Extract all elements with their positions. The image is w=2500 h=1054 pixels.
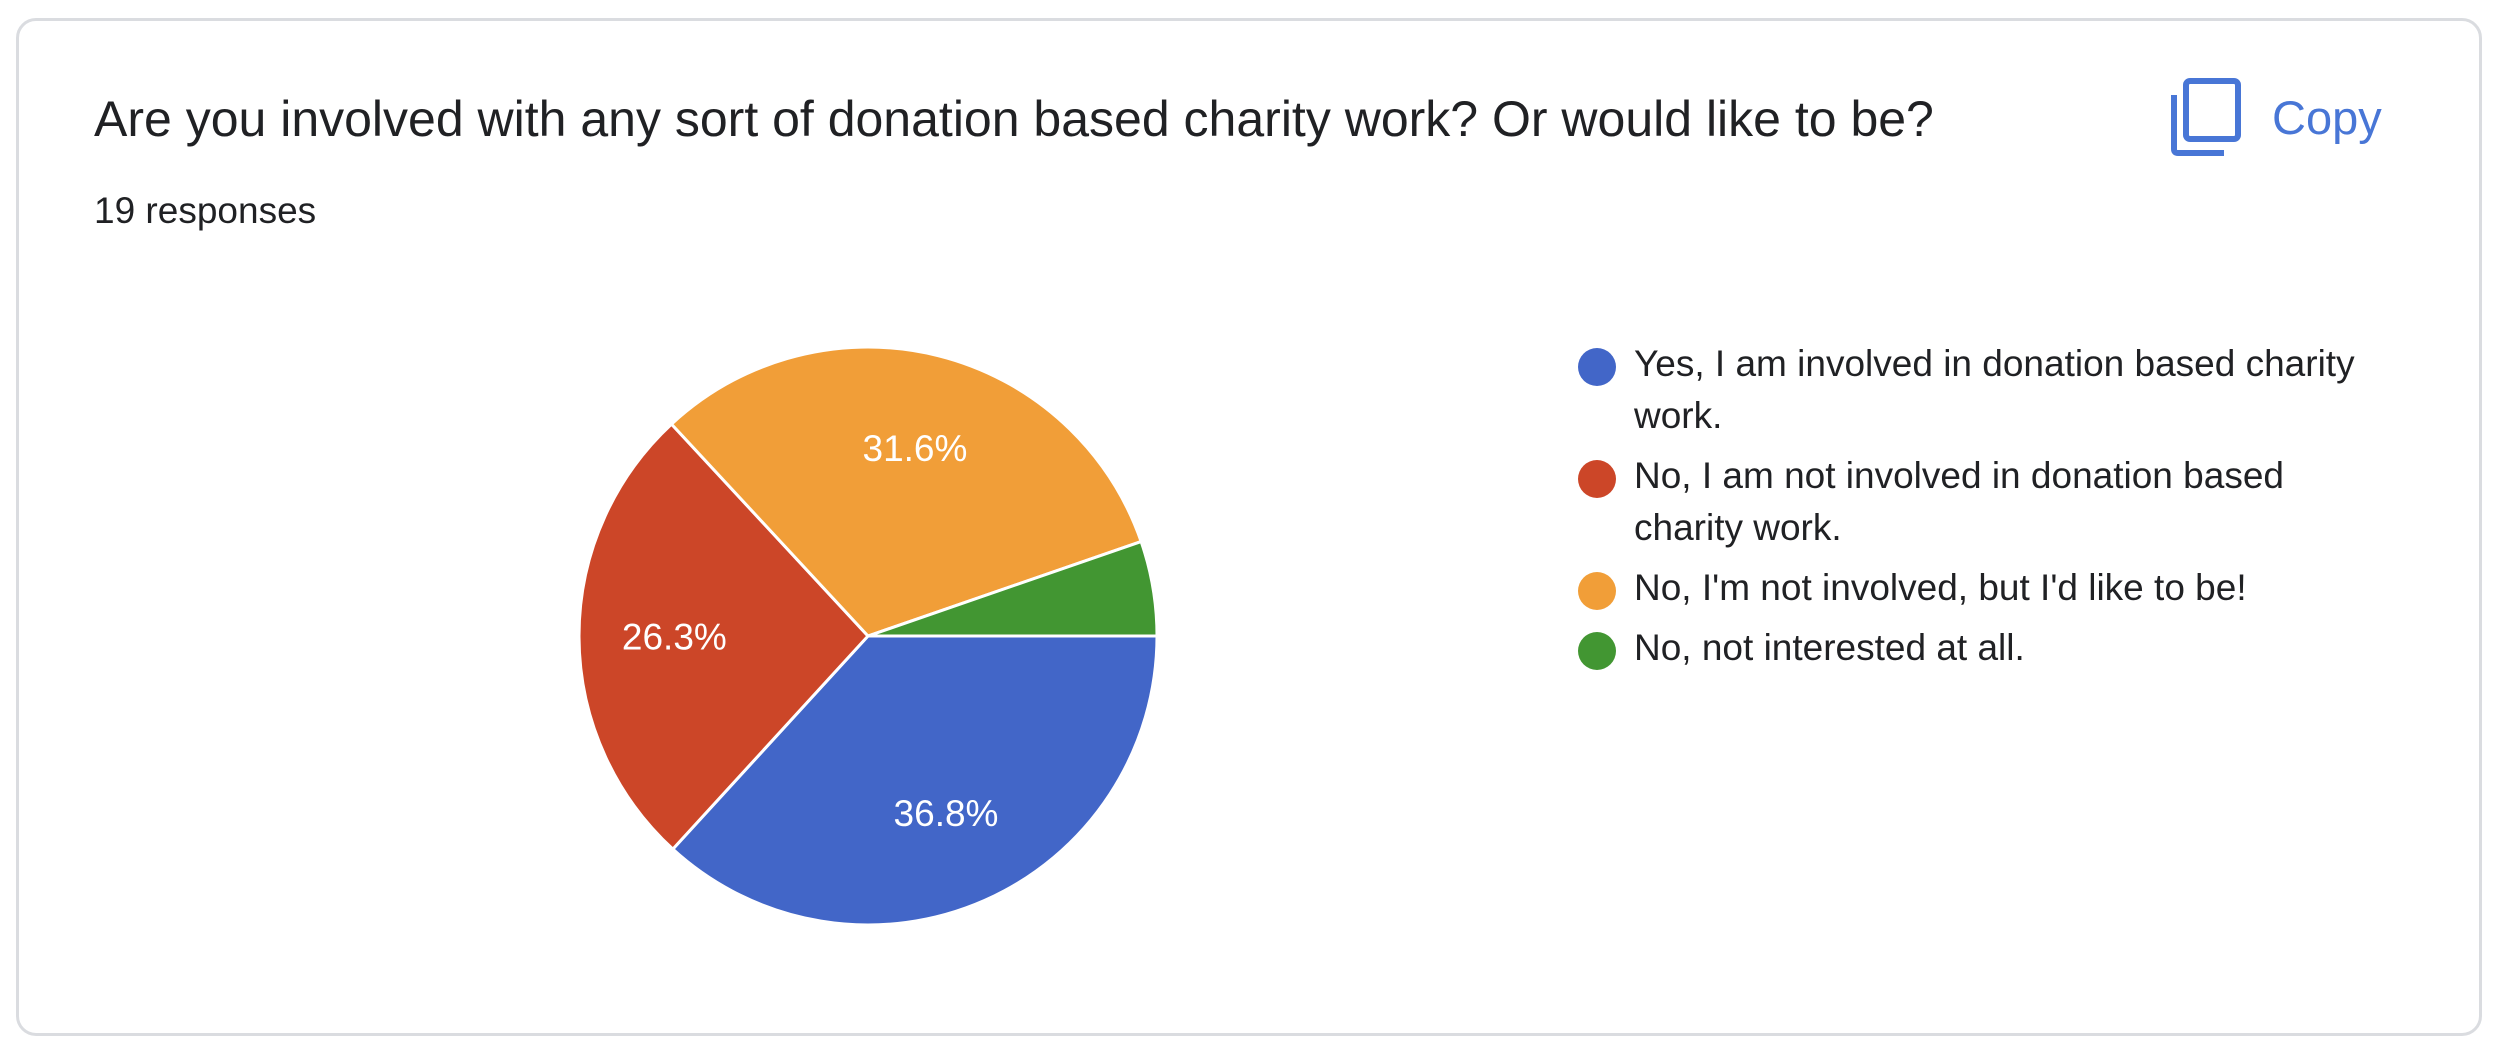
legend-item-2[interactable]: No, I am not involved in donation based … bbox=[1578, 450, 2398, 554]
pie-slice-4[interactable] bbox=[867, 539, 1159, 638]
copy-icon bbox=[2171, 78, 2241, 156]
slice-label-1: 36.8% bbox=[894, 793, 999, 834]
copy-button[interactable]: Copy bbox=[2170, 72, 2382, 162]
pie-slice-3[interactable] bbox=[669, 345, 1144, 638]
legend-item-3[interactable]: No, I'm not involved, but I'd like to be… bbox=[1578, 562, 2398, 614]
question-title: Are you involved with any sort of donati… bbox=[94, 91, 1934, 147]
pie-slice-2[interactable] bbox=[577, 421, 871, 852]
legend-item-1[interactable]: Yes, I am involved in donation based cha… bbox=[1578, 338, 2398, 442]
legend-label: No, I am not involved in donation based … bbox=[1634, 455, 2284, 548]
legend-swatch bbox=[1578, 460, 1616, 498]
legend-label: No, not interested at all. bbox=[1634, 627, 2025, 668]
chart-legend: Yes, I am involved in donation based cha… bbox=[1578, 338, 2398, 682]
legend-label: Yes, I am involved in donation based cha… bbox=[1634, 343, 2355, 436]
slice-label-3: 31.6% bbox=[863, 428, 968, 469]
legend-item-4[interactable]: No, not interested at all. bbox=[1578, 622, 2398, 674]
slice-label-2: 26.3% bbox=[622, 617, 727, 658]
response-count: 19 responses bbox=[94, 190, 317, 231]
legend-swatch bbox=[1578, 572, 1616, 610]
legend-swatch bbox=[1578, 348, 1616, 386]
legend-swatch bbox=[1578, 632, 1616, 670]
pie-slice-1[interactable] bbox=[670, 634, 1159, 927]
question-card bbox=[16, 18, 2482, 1036]
copy-label: Copy bbox=[2272, 90, 2382, 144]
legend-label: No, I'm not involved, but I'd like to be… bbox=[1634, 567, 2247, 608]
